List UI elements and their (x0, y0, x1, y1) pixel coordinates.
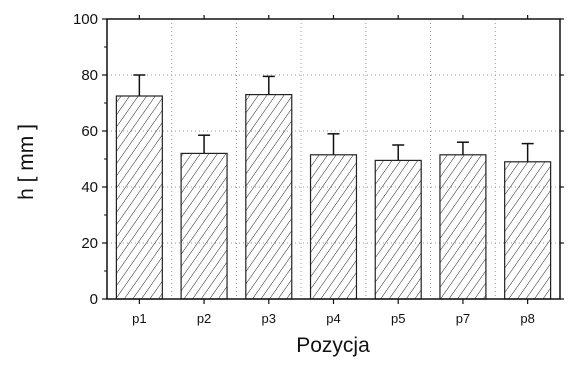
y-tick-label: 0 (90, 291, 98, 308)
y-tick-labels: 0 20 40 60 80 100 (73, 11, 98, 308)
bar-p8 (504, 161, 552, 300)
x-tick-labels: p1 p2 p3 p4 p5 p7 p8 (132, 311, 535, 326)
y-tick-label: 40 (81, 179, 98, 196)
x-axis-title: Pozycja (296, 334, 370, 357)
bar-p4 (309, 154, 358, 300)
bar-p1 (115, 95, 163, 300)
x-tick-label-p7: p7 (456, 311, 470, 326)
bar-p3 (245, 93, 293, 300)
bar-p2 (180, 152, 228, 300)
bar-p5 (374, 159, 422, 300)
y-tick-label: 80 (81, 67, 98, 84)
x-tick-label-p3: p3 (262, 311, 276, 326)
x-tick-label-p8: p8 (520, 311, 534, 326)
bars (115, 93, 552, 300)
x-tick-label-p5: p5 (391, 311, 405, 326)
bar-p7 (439, 154, 487, 300)
y-tick-label: 100 (73, 11, 98, 28)
y-axis-title: h [ mm ] (15, 124, 38, 200)
grid-lines (107, 19, 560, 299)
error-bars (133, 74, 534, 162)
x-tick-label-p1: p1 (132, 311, 146, 326)
x-tick-label-p2: p2 (197, 311, 211, 326)
y-tick-label: 60 (81, 123, 98, 140)
axes (102, 15, 564, 304)
y-tick-label: 20 (81, 235, 98, 252)
x-tick-label-p4: p4 (326, 311, 340, 326)
